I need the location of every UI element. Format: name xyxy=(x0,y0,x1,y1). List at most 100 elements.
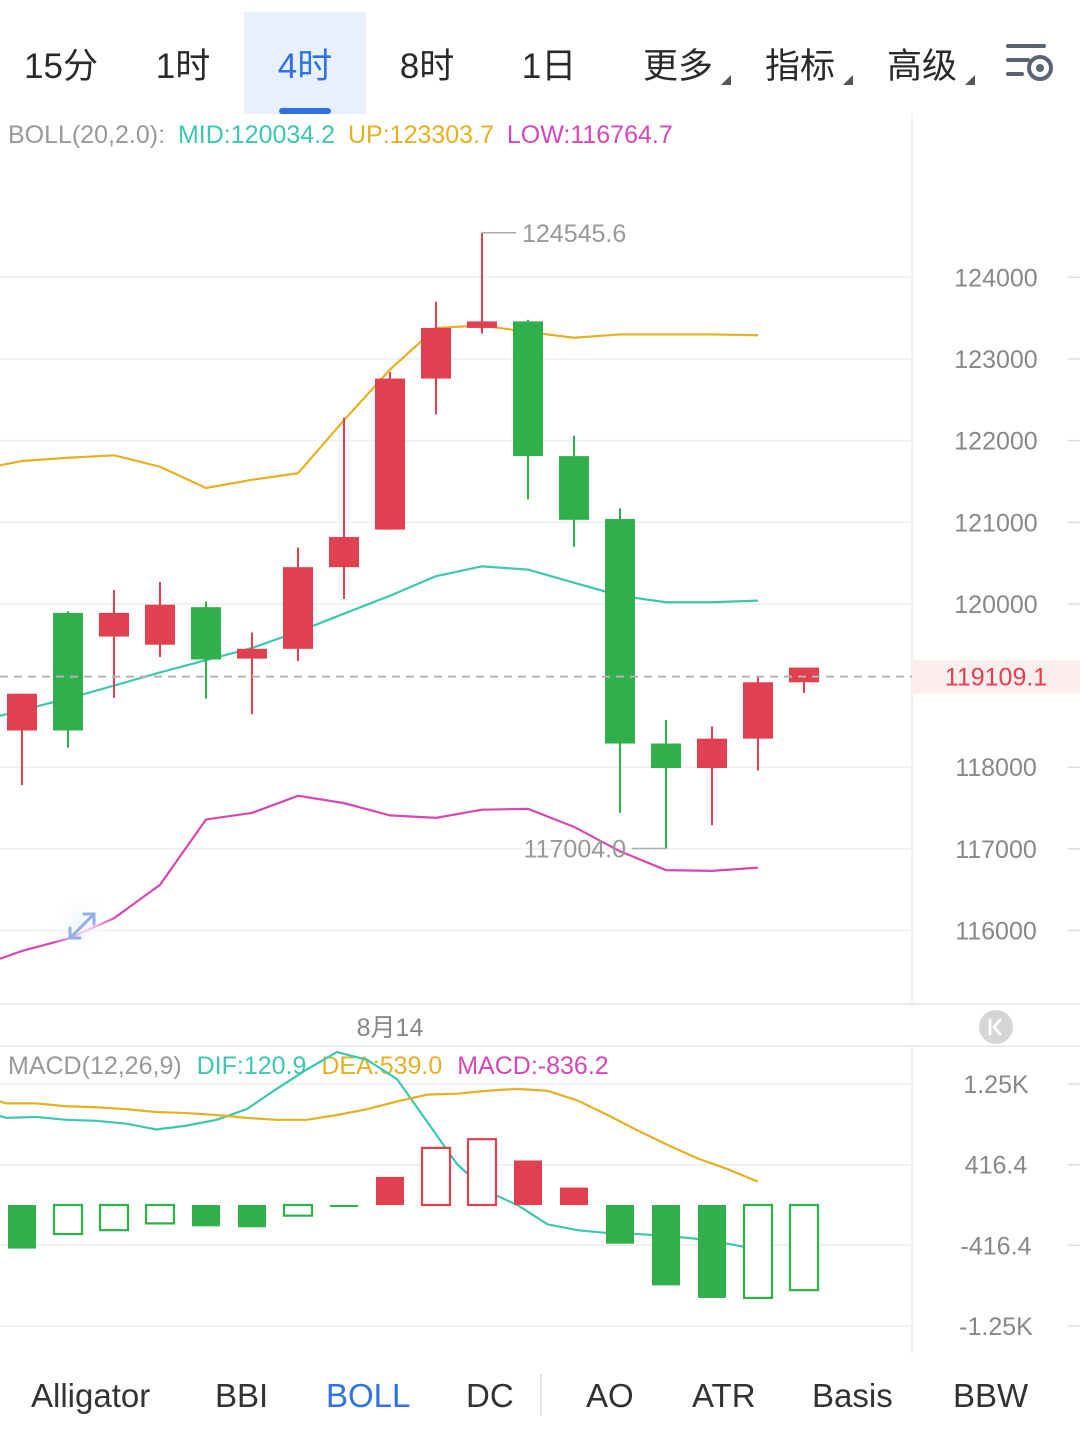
price-tick-label: 123000 xyxy=(954,346,1037,374)
indicators-dropdown[interactable]: 指标 xyxy=(744,12,856,114)
macd-histogram-bar xyxy=(652,1205,680,1286)
dropdown-corner-icon xyxy=(965,74,975,85)
candle xyxy=(283,547,313,662)
indicator-bbi-tab[interactable]: BBI xyxy=(215,1377,269,1414)
current-price-box xyxy=(912,659,1080,694)
candle xyxy=(467,232,497,334)
high-marker-label: 124545.6 xyxy=(522,220,626,248)
price-tick-label: 118000 xyxy=(955,754,1037,782)
boll-legend-mid: MID:120034.2 xyxy=(178,121,335,149)
macd-histogram-bar xyxy=(144,1203,176,1225)
indicator-alligator-tab[interactable]: Alligator xyxy=(31,1377,151,1414)
boll-legend-low: LOW:116764.7 xyxy=(507,121,673,149)
macd-tick-label: -416.4 xyxy=(961,1232,1032,1260)
more-timeframes-dropdown[interactable]: 更多 xyxy=(622,12,734,114)
candle-body xyxy=(743,682,773,739)
expand-arrows-icon xyxy=(68,912,96,940)
price-tick-label: 121000 xyxy=(954,509,1037,537)
chart-settings-icon[interactable] xyxy=(1000,38,1060,88)
expand-button[interactable] xyxy=(48,890,116,958)
timeframe-bar: 15分 1时 4时 8时 1日 更多 指标 高级 xyxy=(0,0,1080,114)
macd-legend-dif: DIF:120.9 xyxy=(197,1052,307,1080)
macd-legend-dea: DEA:539.0 xyxy=(321,1052,442,1080)
macd-legend: MACD(12,26,9) DIF:120.9 DEA:539.0 MACD:-… xyxy=(8,1052,609,1080)
indicator-ao-tab[interactable]: AO xyxy=(586,1377,634,1414)
macd-histogram-bar xyxy=(742,1203,774,1300)
macd-tick-label: -1.25K xyxy=(959,1313,1033,1341)
candle-body xyxy=(53,612,83,731)
candle-body xyxy=(7,693,37,731)
macd-histogram-bar xyxy=(376,1176,404,1205)
candle xyxy=(789,667,819,693)
candle-body xyxy=(789,667,819,683)
current-price-label: 119109.1 xyxy=(945,664,1047,692)
candle xyxy=(421,301,451,415)
timeframe-15m-tab[interactable]: 15分 xyxy=(24,46,98,86)
price-tick-label: 120000 xyxy=(954,591,1037,619)
macd-grid-lines xyxy=(0,1083,912,1327)
indicator-bbw-tab[interactable]: BBW xyxy=(953,1377,1029,1414)
price-markers: 124545.6 117004.0 xyxy=(482,220,666,864)
candle-body xyxy=(99,612,129,637)
candle xyxy=(375,372,405,530)
candle-body xyxy=(329,536,359,568)
macd-tick-label: 416.4 xyxy=(965,1152,1028,1180)
macd-histogram-bar xyxy=(466,1138,498,1207)
candle-body xyxy=(283,567,313,649)
indicator-dc-tab[interactable]: DC xyxy=(466,1377,514,1414)
timeframe-8h-tab[interactable]: 8时 xyxy=(399,46,455,86)
candle-body xyxy=(191,607,221,660)
macd-histogram-bar xyxy=(606,1205,634,1244)
macd-histogram-bar xyxy=(8,1205,36,1249)
macd-histogram-bar xyxy=(420,1146,452,1207)
macd-histogram-bar xyxy=(698,1205,726,1298)
active-tab-indicator xyxy=(279,108,331,114)
macd-histogram-bar xyxy=(788,1203,820,1292)
scroll-to-latest-button[interactable] xyxy=(979,1010,1013,1044)
price-tick-label: 124000 xyxy=(954,264,1037,292)
macd-histogram-bar xyxy=(192,1205,220,1227)
grid-lines xyxy=(0,276,912,932)
boll-legend: BOLL(20,2.0): MID:120034.2 UP:123303.7 L… xyxy=(8,121,673,149)
indicator-boll-tab[interactable]: BOLL xyxy=(326,1377,411,1414)
macd-histogram-bar xyxy=(282,1203,314,1217)
macd-legend-value: MACD:-836.2 xyxy=(457,1052,608,1080)
candle-body xyxy=(145,604,175,645)
macd-histogram-bar xyxy=(514,1160,542,1205)
boll-legend-up: UP:123303.7 xyxy=(348,121,494,149)
candle-body xyxy=(605,518,635,744)
dropdown-corner-icon xyxy=(721,74,731,85)
advanced-dropdown[interactable]: 高级 xyxy=(866,12,978,114)
boll-legend-name: BOLL(20,2.0): xyxy=(8,121,165,149)
candle xyxy=(329,417,359,600)
candlesticks xyxy=(7,232,819,849)
candle xyxy=(7,693,37,786)
macd-histogram-bar xyxy=(330,1205,358,1207)
price-tick-label: 122000 xyxy=(954,428,1037,456)
chart-area[interactable]: BOLL(20,2.0): MID:120034.2 UP:123303.7 L… xyxy=(0,114,1080,1356)
macd-dea-line xyxy=(0,1087,759,1183)
indicator-bar: Alligator BBI BOLL DC AO ATR Basis BBW xyxy=(0,1356,1080,1436)
timeframe-1d-tab[interactable]: 1日 xyxy=(521,46,577,86)
macd-histogram-bar xyxy=(560,1187,588,1205)
candle-body xyxy=(375,378,405,530)
price-tick-label: 116000 xyxy=(955,918,1037,946)
candle-body xyxy=(651,743,681,769)
macd-histogram-bar xyxy=(238,1205,266,1228)
timeframe-4h-tab[interactable]: 4时 xyxy=(244,12,366,114)
candle xyxy=(145,581,175,657)
candle-body xyxy=(559,456,589,520)
indicator-basis-tab[interactable]: Basis xyxy=(812,1377,893,1414)
price-tick-label: 117000 xyxy=(955,836,1037,864)
macd-tick-label: 1.25K xyxy=(963,1071,1029,1099)
candle-body xyxy=(421,327,451,379)
candle xyxy=(191,601,221,699)
candle-body xyxy=(467,321,497,328)
candle xyxy=(605,508,635,813)
timeframe-1h-tab[interactable]: 1时 xyxy=(155,46,211,86)
candle xyxy=(559,435,589,547)
price-axis: 124000 123000 122000 121000 120000 118000 1170… xyxy=(954,264,1080,946)
candle-body xyxy=(237,648,267,659)
indicator-atr-tab[interactable]: ATR xyxy=(692,1377,756,1414)
macd-legend-name: MACD(12,26,9) xyxy=(8,1052,182,1080)
